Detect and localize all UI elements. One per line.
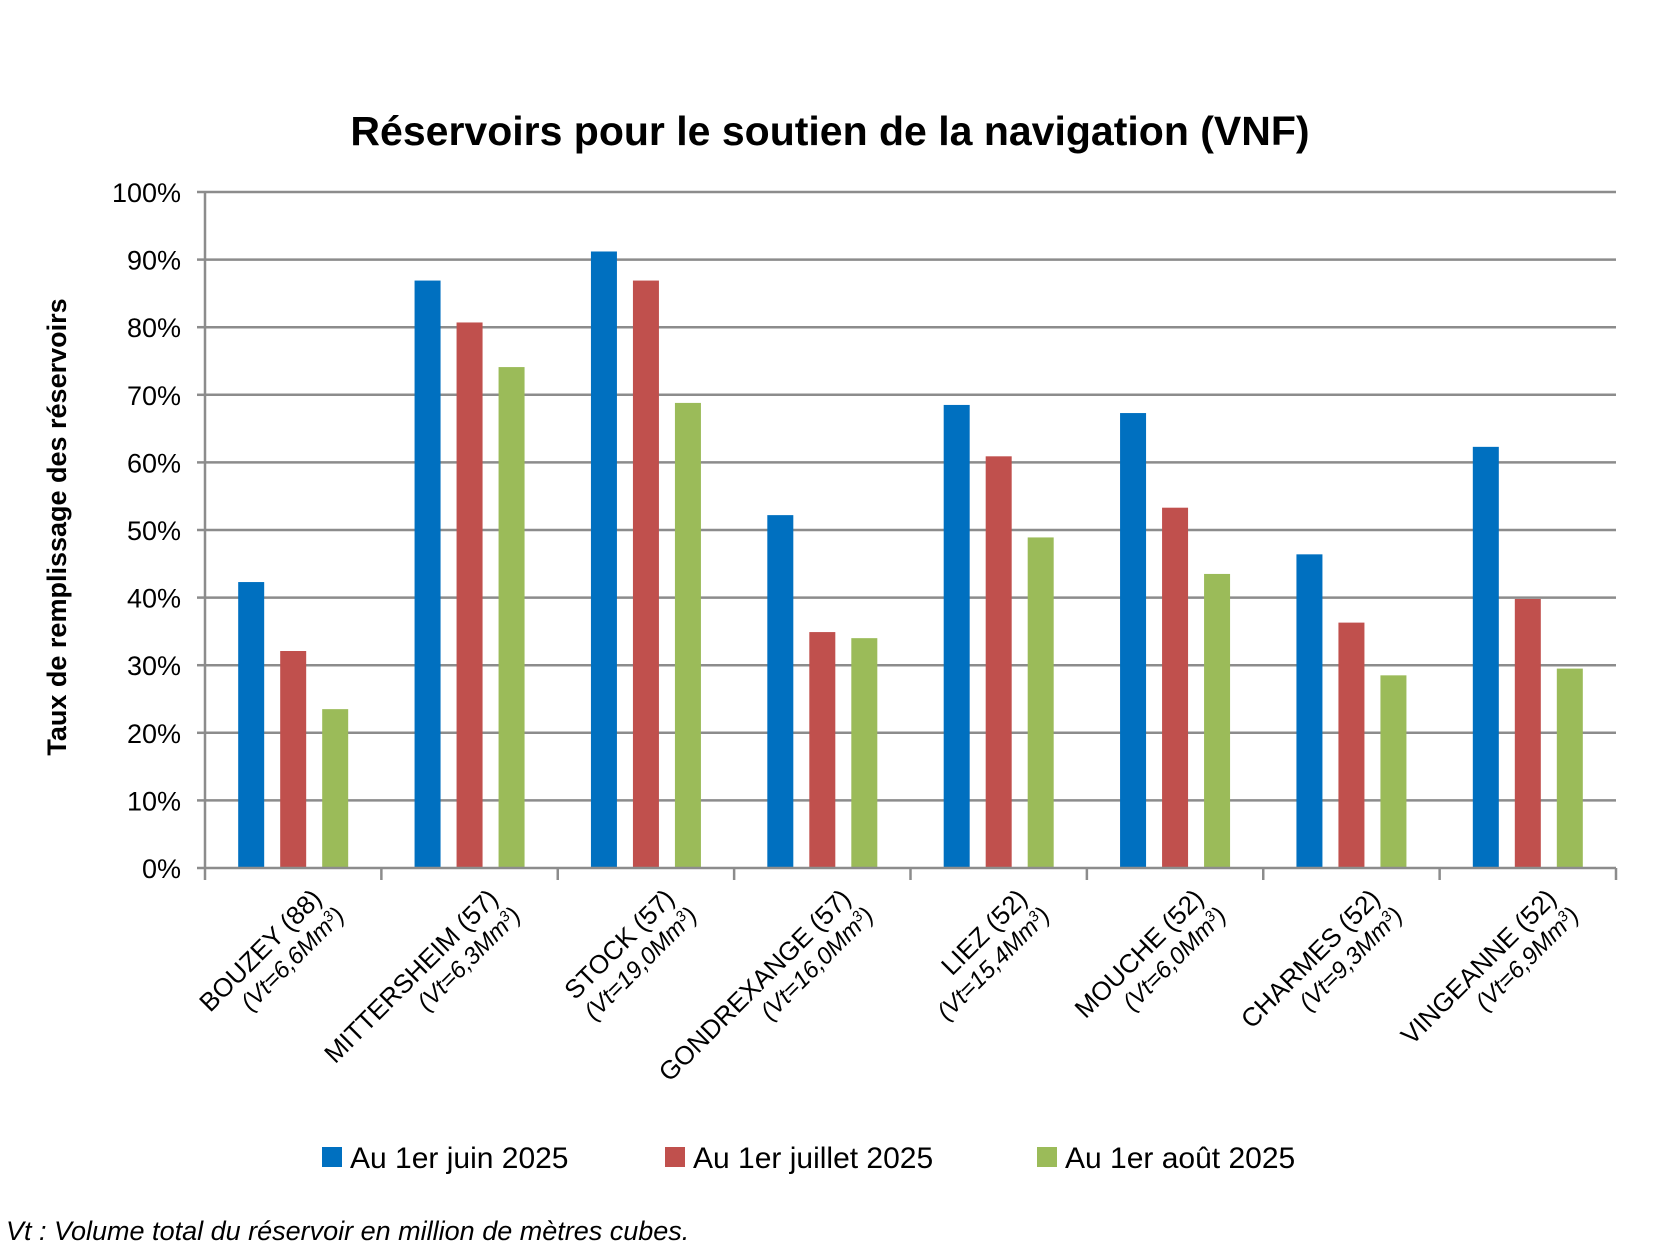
bar	[456, 322, 483, 868]
bar	[632, 280, 659, 868]
y-axis-label: Taux de remplissage des réservoirs	[42, 298, 72, 755]
bar	[590, 251, 617, 868]
bar	[1338, 622, 1365, 868]
legend-label: Au 1er juillet 2025	[693, 1142, 933, 1175]
y-tick-label: 30%	[127, 651, 181, 681]
category-name: MITTERSHEIM (57)	[318, 883, 504, 1069]
legend-item: Au 1er juillet 2025	[665, 1142, 933, 1175]
x-category-label: LIEZ (52)(Vt=15,4Mm3)	[932, 883, 1056, 1026]
bar	[1380, 675, 1407, 868]
x-category-label: BOUZEY (88)(Vt=6,6Mm3)	[193, 883, 350, 1017]
y-tick-labels: 0% 10% 20% 30% 40% 50% 60% 70% 80% 90% 100%	[112, 178, 181, 884]
y-tick-label: 100%	[112, 178, 181, 208]
footnote: Vt : Volume total du réservoir en millio…	[6, 1216, 689, 1246]
bar	[1514, 598, 1541, 868]
bar	[1296, 554, 1323, 868]
y-tick-label: 50%	[127, 516, 181, 546]
bar	[322, 709, 349, 868]
bar	[1556, 668, 1583, 868]
legend-item: Au 1er août 2025	[1037, 1142, 1295, 1175]
legend-swatch	[665, 1147, 685, 1167]
y-tick-label: 90%	[127, 246, 181, 276]
x-category-label: MOUCHE (52)(Vt=6,0Mm3)	[1069, 883, 1232, 1024]
axes	[203, 192, 1618, 880]
legend-label: Au 1er juin 2025	[350, 1142, 569, 1175]
x-category-label: CHARMES (52)(Vt=9,3Mm3)	[1235, 883, 1409, 1034]
x-tick-labels: BOUZEY (88)(Vt=6,6Mm3)MITTERSHEIM (57)(V…	[193, 883, 1585, 1087]
bar	[498, 367, 525, 868]
x-category-label: STOCK (57)(Vt=19,0Mm3)	[558, 883, 703, 1026]
y-tick-label: 80%	[127, 313, 181, 343]
y-tick-label: 40%	[127, 584, 181, 614]
bars	[238, 251, 1583, 868]
bar	[1162, 507, 1189, 868]
bar	[280, 651, 307, 868]
bar	[1120, 413, 1147, 868]
bar	[767, 515, 794, 868]
bar	[414, 280, 441, 868]
x-category-label: MITTERSHEIM (57)(Vt=6,3Mm3)	[318, 883, 526, 1069]
bar	[851, 638, 878, 868]
legend-label: Au 1er août 2025	[1065, 1142, 1295, 1175]
y-tick-label: 0%	[142, 854, 181, 884]
bar	[238, 582, 265, 868]
legend: Au 1er juin 2025 Au 1er juillet 2025 Au 1e…	[322, 1142, 1295, 1175]
y-tick-label: 70%	[127, 381, 181, 411]
y-tick-label: 10%	[127, 786, 181, 816]
legend-item: Au 1er juin 2025	[322, 1142, 569, 1175]
legend-swatch	[322, 1147, 342, 1167]
legend-swatch	[1037, 1147, 1057, 1167]
y-tick-label: 20%	[127, 719, 181, 749]
bar	[943, 404, 970, 868]
bar	[809, 632, 836, 868]
bar	[1204, 573, 1231, 868]
x-category-label: VINGEANNE (52)(Vt=6,9Mm3)	[1395, 883, 1585, 1050]
chart-title: Réservoirs pour le soutien de la navigat…	[350, 108, 1309, 154]
bar	[1472, 446, 1499, 868]
y-tick-label: 60%	[127, 448, 181, 478]
bar	[674, 402, 701, 868]
bar	[1027, 537, 1054, 868]
bar	[985, 456, 1012, 868]
